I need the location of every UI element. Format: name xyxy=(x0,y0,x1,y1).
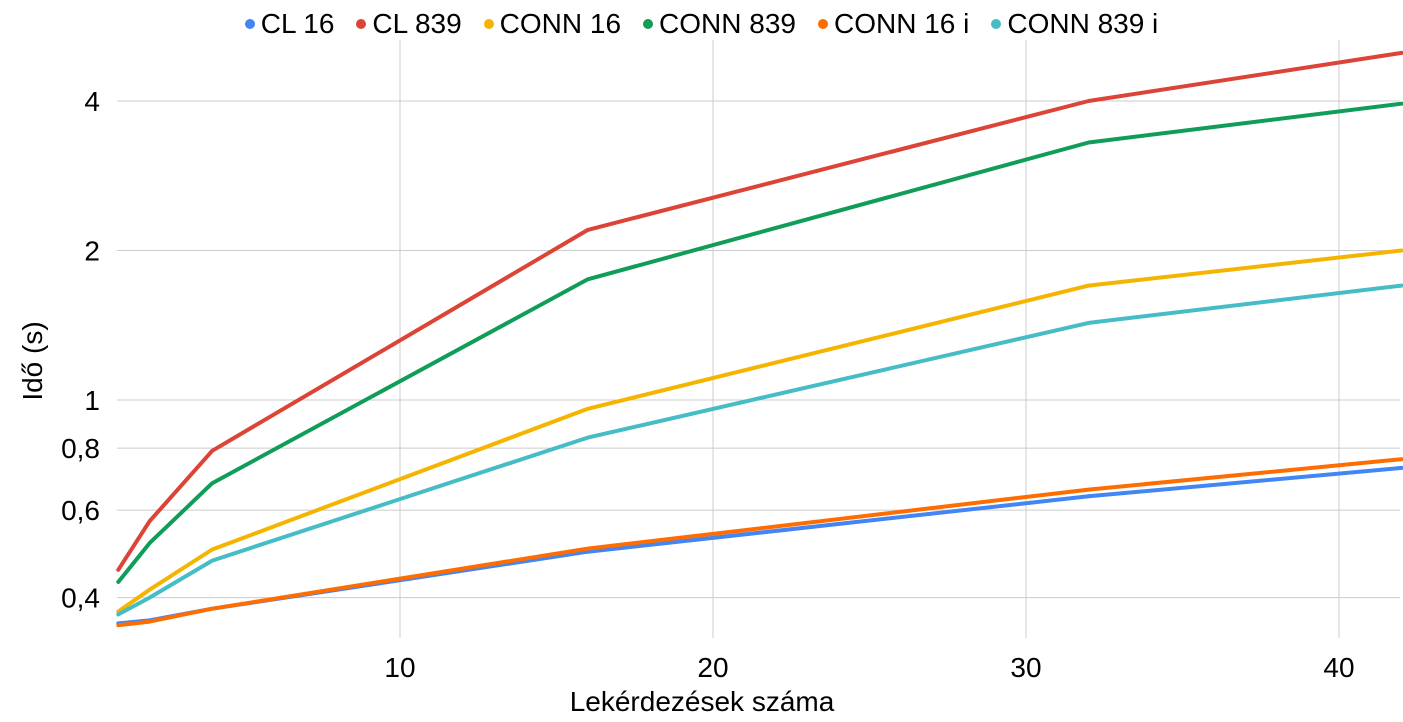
y-tick-label-2: 0,8 xyxy=(61,433,100,464)
legend-swatch xyxy=(643,19,654,29)
legend-item-conn-16: CONN 16 xyxy=(483,8,622,40)
legend-swatch xyxy=(991,19,1002,29)
series-lines xyxy=(116,50,1403,628)
y-tick-label-3: 1 xyxy=(84,385,100,416)
legend-item-conn-16-i: CONN 16 i xyxy=(817,8,970,40)
series-line-conn-16-i xyxy=(116,457,1403,628)
legend-label: CL 839 xyxy=(372,8,462,39)
y-axis-title: Idő (s) xyxy=(17,321,48,400)
x-tick-label-1: 20 xyxy=(697,652,728,683)
y-tick-label-0: 0,4 xyxy=(61,583,100,614)
legend-item-cl-16: CL 16 xyxy=(244,8,335,40)
x-tick-label-0: 10 xyxy=(384,652,415,683)
series-line-cl-16 xyxy=(116,465,1403,626)
legend-item-conn-839-i: CONN 839 i xyxy=(991,8,1158,40)
tick-labels: 10 20 30 40 0,4 0,6 0,8 1 2 4 xyxy=(61,86,1355,683)
series-line-conn-839 xyxy=(116,101,1403,584)
legend-label: CONN 16 i xyxy=(833,8,970,39)
legend: CL 16 CL 839 CONN 16 CONN 839 CONN 16 i CONN … xyxy=(0,4,1403,44)
legend-label: CL 16 xyxy=(260,8,335,39)
legend-swatch xyxy=(483,19,494,29)
legend-label: CONN 839 xyxy=(659,8,796,39)
y-tick-label-4: 2 xyxy=(84,236,100,267)
series-line-conn-16 xyxy=(116,248,1403,614)
legend-label: CONN 16 xyxy=(499,8,622,39)
legend-item-cl-839: CL 839 xyxy=(356,8,462,40)
legend-swatch xyxy=(817,19,828,29)
legend-item-conn-839: CONN 839 xyxy=(643,8,796,40)
legend-swatch xyxy=(356,19,367,29)
legend-swatch xyxy=(244,19,255,29)
legend-label: CONN 839 i xyxy=(1007,8,1159,39)
x-tick-label-2: 30 xyxy=(1010,652,1041,683)
y-tick-label-5: 4 xyxy=(84,86,100,117)
series-line-cl-839 xyxy=(116,50,1403,572)
x-tick-label-3: 40 xyxy=(1323,652,1354,683)
y-tick-label-1: 0,6 xyxy=(61,495,100,526)
x-axis-title: Lekérdezések száma xyxy=(570,686,835,717)
series-line-conn-839-i xyxy=(116,283,1403,617)
